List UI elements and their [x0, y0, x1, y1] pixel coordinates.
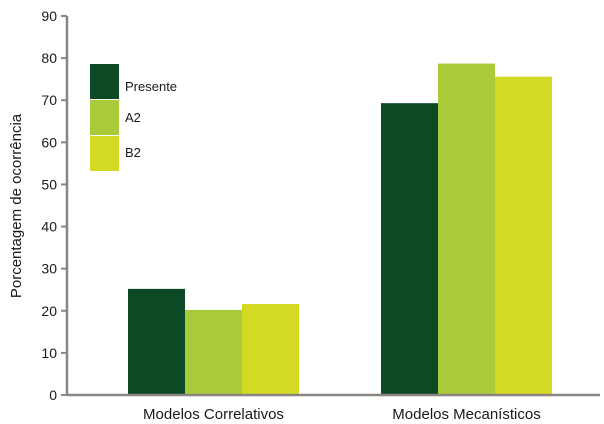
- legend: Presente A2 B2: [90, 64, 177, 171]
- category-labels: Modelos Correlativos Modelos Mecanísticos: [143, 406, 541, 423]
- legend-label-b2: B2: [125, 145, 141, 160]
- y-tick-label: 80: [41, 50, 57, 66]
- bar-b2-1: [242, 304, 299, 395]
- legend-swatch-presente: [90, 64, 119, 99]
- y-tick-label: 10: [41, 345, 57, 361]
- y-tick-label: 90: [41, 8, 57, 24]
- legend-label-a2: A2: [125, 110, 141, 125]
- legend-swatch-a2: [90, 100, 119, 135]
- category-label: Modelos Correlativos: [143, 406, 284, 423]
- category-label: Modelos Mecanísticos: [392, 406, 540, 423]
- y-tick-label: 20: [41, 303, 57, 319]
- bars: [128, 63, 552, 396]
- y-tick-label: 0: [49, 387, 57, 403]
- y-tick-label: 50: [41, 176, 57, 192]
- bar-b2-2: [495, 76, 552, 395]
- bar-a2-2: [438, 63, 495, 395]
- legend-swatch-b2: [90, 136, 119, 171]
- y-tick-label: 30: [41, 261, 57, 277]
- bar-a2-1: [185, 309, 242, 395]
- y-tick-label: 40: [41, 219, 57, 235]
- bar-presente-2: [381, 103, 438, 396]
- y-tick-label: 60: [41, 134, 57, 150]
- y-axis-title: Porcentagem de ocorrência: [8, 113, 25, 298]
- y-axis-ticks: 0 10 20 30 40 50 60 70 80 90: [41, 8, 67, 403]
- y-tick-label: 70: [41, 92, 57, 108]
- bar-presente-1: [128, 288, 185, 395]
- axes: [65, 16, 600, 397]
- legend-label-presente: Presente: [125, 79, 177, 94]
